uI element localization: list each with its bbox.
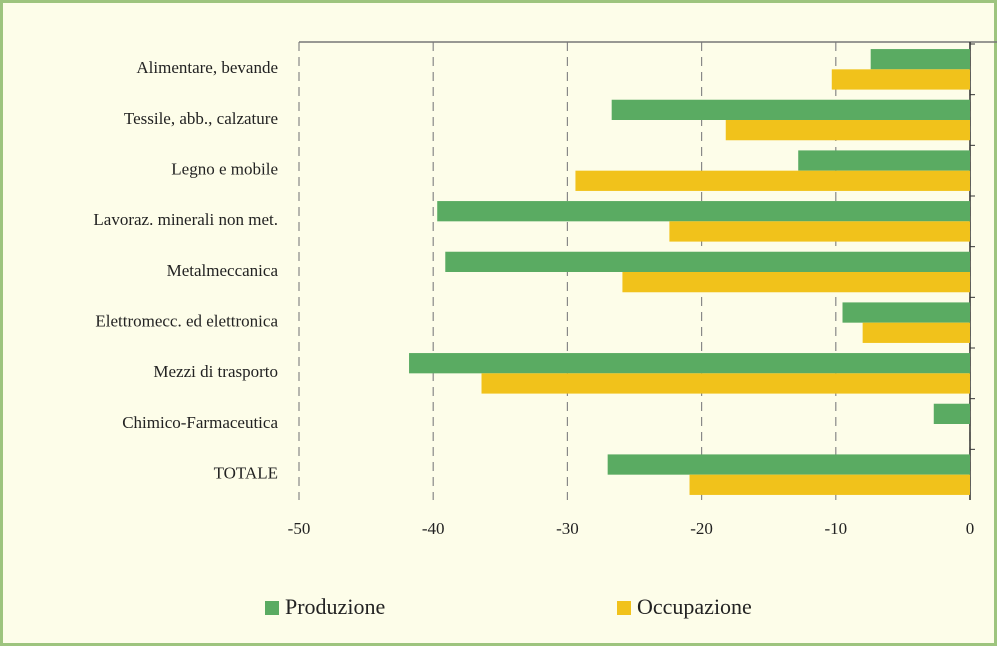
bar: [862, 322, 970, 343]
legend-label: Produzione: [285, 594, 385, 619]
bar: [798, 150, 970, 171]
x-tick-label: -30: [556, 519, 579, 538]
bar: [445, 251, 970, 272]
bar: [437, 201, 970, 222]
x-tick-label: -40: [422, 519, 445, 538]
x-tick-label: -50: [288, 519, 311, 538]
bar: [481, 373, 970, 394]
bar: [611, 99, 970, 120]
bar: [831, 69, 970, 90]
legend-swatch: [617, 601, 631, 615]
bar: [622, 272, 970, 293]
x-tick-label: 0: [966, 519, 975, 538]
y-tick-label: Tessile, abb., calzature: [124, 109, 278, 128]
bar: [725, 120, 970, 141]
y-tick-label: TOTALE: [214, 464, 278, 483]
bar: [842, 302, 970, 323]
legend-swatch: [265, 601, 279, 615]
bar: [689, 474, 970, 495]
x-tick-label: -20: [690, 519, 713, 538]
bar: [409, 353, 970, 374]
bar: [933, 403, 970, 424]
y-tick-label: Alimentare, bevande: [136, 58, 278, 77]
bar: [607, 454, 970, 475]
y-tick-label: Elettromecc. ed elettronica: [95, 312, 278, 331]
bar: [669, 221, 970, 242]
bar: [575, 170, 970, 191]
y-tick-label: Legno e mobile: [171, 160, 278, 179]
y-tick-label: Chimico-Farmaceutica: [122, 413, 278, 432]
legend-label: Occupazione: [637, 594, 752, 619]
y-tick-label: Metalmeccanica: [167, 261, 279, 280]
x-tick-label: -10: [824, 519, 847, 538]
y-tick-label: Lavoraz. minerali non met.: [93, 210, 278, 229]
bar: [870, 49, 970, 70]
y-tick-label: Mezzi di trasporto: [153, 362, 278, 381]
